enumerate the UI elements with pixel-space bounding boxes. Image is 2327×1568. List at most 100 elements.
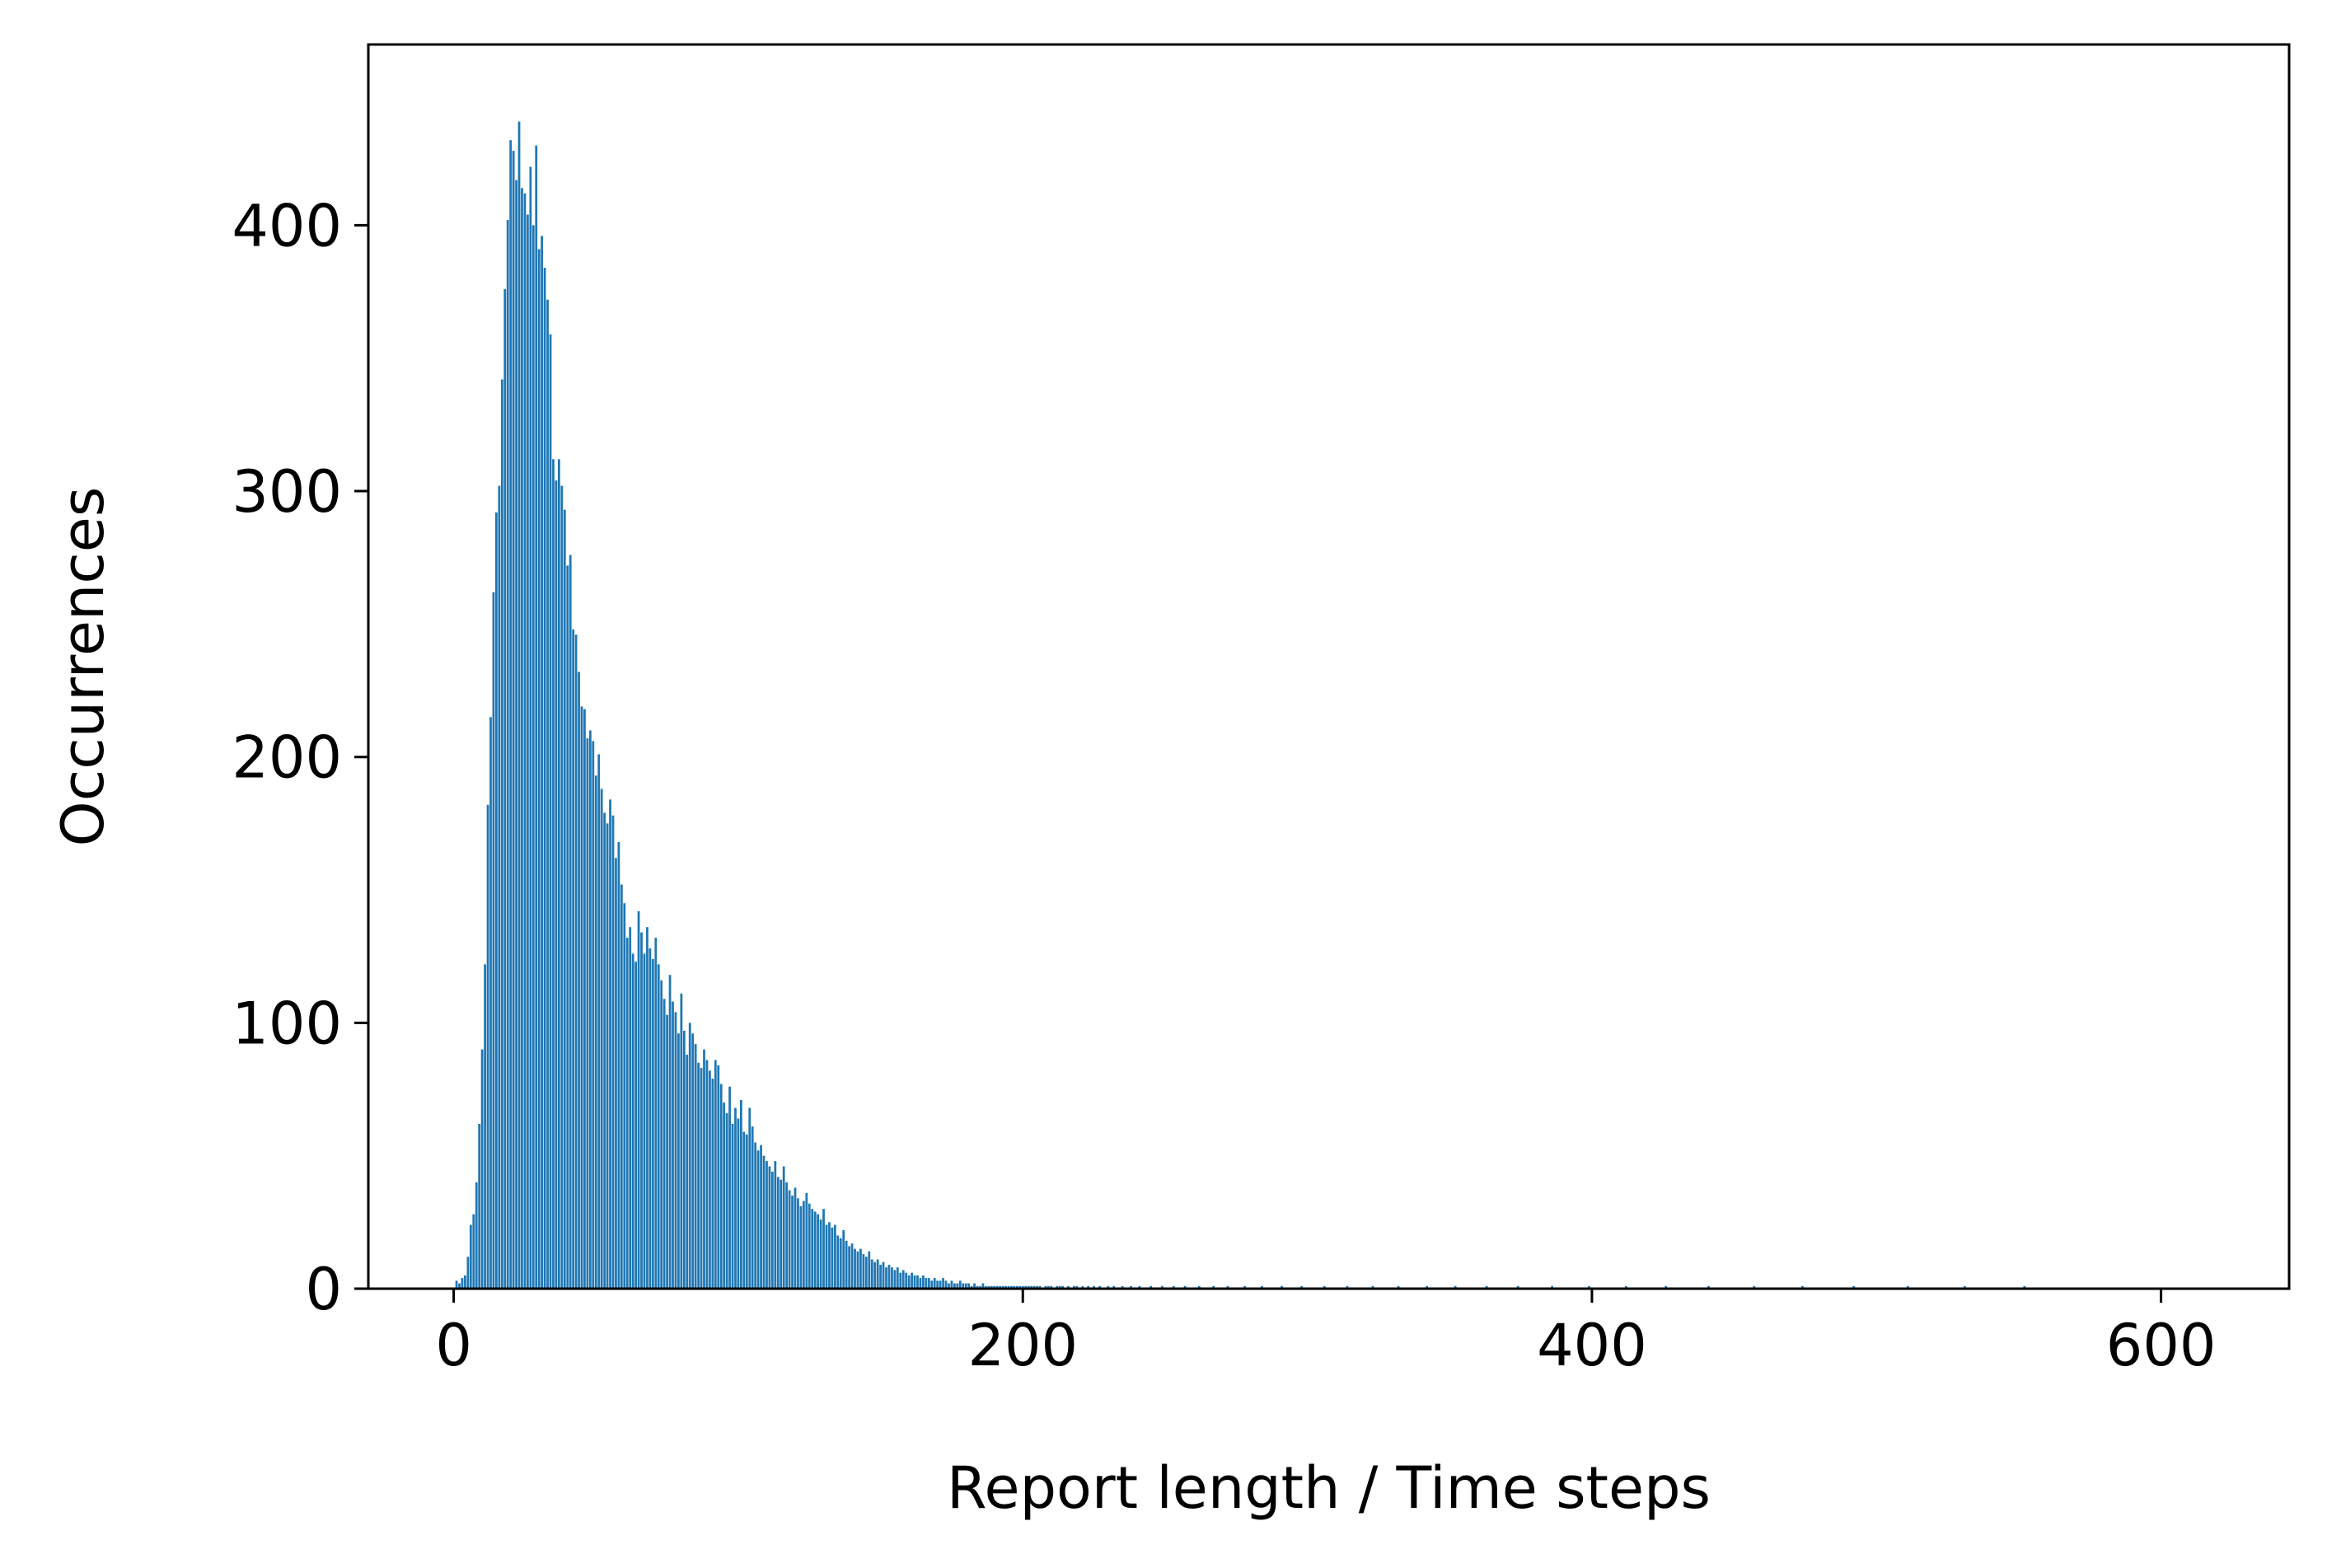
histogram-bar [979, 1285, 981, 1289]
histogram-bar [515, 180, 517, 1289]
histogram-bar [1075, 1285, 1079, 1289]
histogram-bar [1397, 1285, 1400, 1289]
histogram-bar [907, 1275, 911, 1289]
histogram-bar [578, 672, 580, 1289]
histogram-bar [620, 884, 623, 1289]
histogram-bar [677, 1033, 680, 1289]
histogram-bar [1516, 1285, 1519, 1289]
y-tick-label: 200 [232, 724, 342, 792]
histogram-bar [1426, 1285, 1429, 1289]
histogram-bar [537, 249, 541, 1290]
histogram-bar [845, 1240, 848, 1289]
histogram-bar [1226, 1285, 1229, 1289]
histogram-bar [1001, 1285, 1004, 1289]
histogram-bar [760, 1144, 762, 1289]
histogram-bar [1015, 1285, 1018, 1289]
histogram-bar [461, 1278, 464, 1289]
histogram-bar [725, 1113, 728, 1289]
histogram-bar [674, 1012, 677, 1289]
histogram-bar [976, 1285, 979, 1289]
histogram-bar [740, 1099, 742, 1289]
histogram-bar [850, 1243, 854, 1289]
histogram-bar [2023, 1285, 2026, 1289]
y-tick-label: 100 [232, 990, 342, 1057]
histogram-bar [828, 1222, 831, 1289]
histogram-bar [885, 1267, 887, 1289]
histogram-bar [592, 741, 595, 1289]
histogram-bar [1098, 1285, 1101, 1289]
histogram-bar [1018, 1285, 1022, 1289]
histogram-bar [1061, 1285, 1064, 1289]
histogram-bar [705, 1060, 709, 1289]
histogram-bar [588, 730, 592, 1289]
histogram-bar [458, 1283, 461, 1289]
x-tick-label: 0 [435, 1312, 472, 1379]
histogram-bar [868, 1251, 871, 1289]
histogram-bar [709, 1070, 711, 1289]
histogram-bar [813, 1211, 817, 1289]
histogram-bar [766, 1161, 768, 1289]
x-tick-label: 600 [2106, 1312, 2217, 1379]
histogram-bar [922, 1275, 925, 1289]
histogram-bar [999, 1285, 1002, 1289]
y-tick-label: 400 [232, 192, 342, 260]
histogram-bar [603, 812, 606, 1289]
histogram-bar [1030, 1285, 1033, 1289]
histogram-bar [549, 334, 552, 1290]
histogram-bar [833, 1224, 836, 1289]
y-axis: 0 100 200 300 400 [232, 192, 368, 1323]
histogram-bar [480, 1049, 484, 1289]
histogram-bar [780, 1179, 783, 1289]
histogram-bar [794, 1187, 797, 1289]
histogram-bar [1093, 1285, 1095, 1289]
histogram-bar [1004, 1285, 1007, 1289]
histogram-bar [555, 480, 558, 1289]
histogram-bar [1801, 1285, 1804, 1289]
histogram-bar [785, 1182, 789, 1289]
histogram-bar [580, 706, 583, 1289]
histogram-bar [711, 1079, 714, 1289]
histogram-bar [1852, 1285, 1856, 1289]
histogram-bar [1036, 1285, 1038, 1289]
histogram-bar [717, 1065, 720, 1289]
histogram-bar [1624, 1285, 1627, 1289]
histogram-bar [854, 1248, 856, 1289]
histogram-bar [1454, 1285, 1457, 1289]
histogram-bar [531, 225, 535, 1289]
histogram-bar [1044, 1285, 1047, 1289]
histogram-bar [970, 1285, 973, 1289]
x-axis: 0 200 400 600 [435, 1289, 2216, 1379]
histogram-bar [756, 1150, 760, 1289]
histogram-bar [936, 1280, 939, 1289]
histogram-bar [466, 1257, 470, 1289]
histogram-bar [981, 1283, 985, 1289]
histogram-bar [913, 1275, 916, 1289]
histogram-bar [990, 1285, 993, 1289]
histogram-bar [1664, 1285, 1668, 1289]
histogram-bar [637, 910, 640, 1289]
histogram-bar [719, 1084, 723, 1289]
histogram-bar [805, 1192, 808, 1289]
histogram-bar [967, 1283, 971, 1289]
histogram-bar [864, 1257, 868, 1289]
histogram-bar [1281, 1285, 1283, 1289]
histogram-bar [911, 1272, 913, 1289]
histogram-bar [1046, 1285, 1050, 1289]
histogram-bar [896, 1267, 899, 1289]
y-tick-label: 0 [305, 1256, 342, 1323]
histogram-bar [950, 1280, 953, 1289]
histogram-bar [842, 1230, 845, 1289]
histogram-bar [631, 953, 634, 1289]
histogram-bar [791, 1196, 794, 1289]
histogram-bar [606, 823, 609, 1289]
histogram-bar [617, 841, 620, 1289]
histogram-bar [566, 565, 569, 1289]
histogram-bar [686, 1055, 689, 1289]
histogram-bar [933, 1278, 936, 1289]
histogram-bar [1260, 1285, 1263, 1289]
histogram-bar [506, 219, 509, 1290]
histogram-bar [987, 1285, 990, 1289]
histogram-bar [666, 1014, 668, 1289]
x-axis-label: Report length / Time steps [947, 1454, 1711, 1522]
